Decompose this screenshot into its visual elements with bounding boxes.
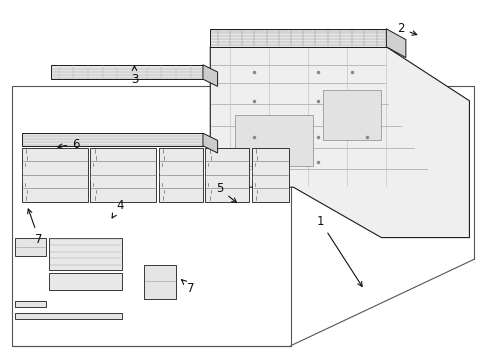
- Polygon shape: [203, 133, 217, 153]
- Polygon shape: [203, 65, 217, 86]
- Polygon shape: [22, 133, 203, 146]
- Text: 1: 1: [316, 215, 362, 287]
- Polygon shape: [51, 65, 203, 79]
- Polygon shape: [90, 148, 156, 202]
- Polygon shape: [22, 148, 88, 202]
- Text: 2: 2: [396, 22, 416, 35]
- Polygon shape: [144, 265, 176, 299]
- Text: 5: 5: [216, 183, 236, 203]
- Polygon shape: [15, 238, 46, 256]
- Polygon shape: [251, 148, 288, 202]
- Polygon shape: [49, 273, 122, 290]
- Polygon shape: [15, 313, 122, 319]
- Polygon shape: [205, 148, 249, 202]
- Polygon shape: [49, 238, 122, 270]
- Text: 7: 7: [28, 209, 43, 246]
- Polygon shape: [386, 29, 405, 58]
- Text: 4: 4: [112, 199, 123, 218]
- Text: 7: 7: [182, 280, 194, 294]
- Polygon shape: [322, 90, 381, 140]
- Polygon shape: [159, 148, 203, 202]
- Polygon shape: [210, 29, 386, 47]
- Polygon shape: [234, 115, 312, 166]
- Text: 6: 6: [58, 138, 80, 150]
- Polygon shape: [210, 47, 468, 238]
- Polygon shape: [15, 301, 46, 307]
- Polygon shape: [12, 86, 290, 346]
- Text: 3: 3: [130, 66, 138, 86]
